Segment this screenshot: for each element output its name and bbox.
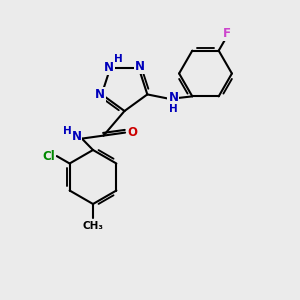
Text: H: H xyxy=(169,104,178,114)
Text: O: O xyxy=(128,126,138,139)
Text: N: N xyxy=(168,91,178,104)
Text: N: N xyxy=(104,61,114,74)
Text: CH₃: CH₃ xyxy=(82,221,103,231)
Text: N: N xyxy=(71,130,82,143)
Text: H: H xyxy=(63,126,72,136)
Text: F: F xyxy=(223,27,231,40)
Text: N: N xyxy=(135,60,145,73)
Text: H: H xyxy=(114,54,123,64)
Text: N: N xyxy=(95,88,105,101)
Text: Cl: Cl xyxy=(42,150,55,163)
